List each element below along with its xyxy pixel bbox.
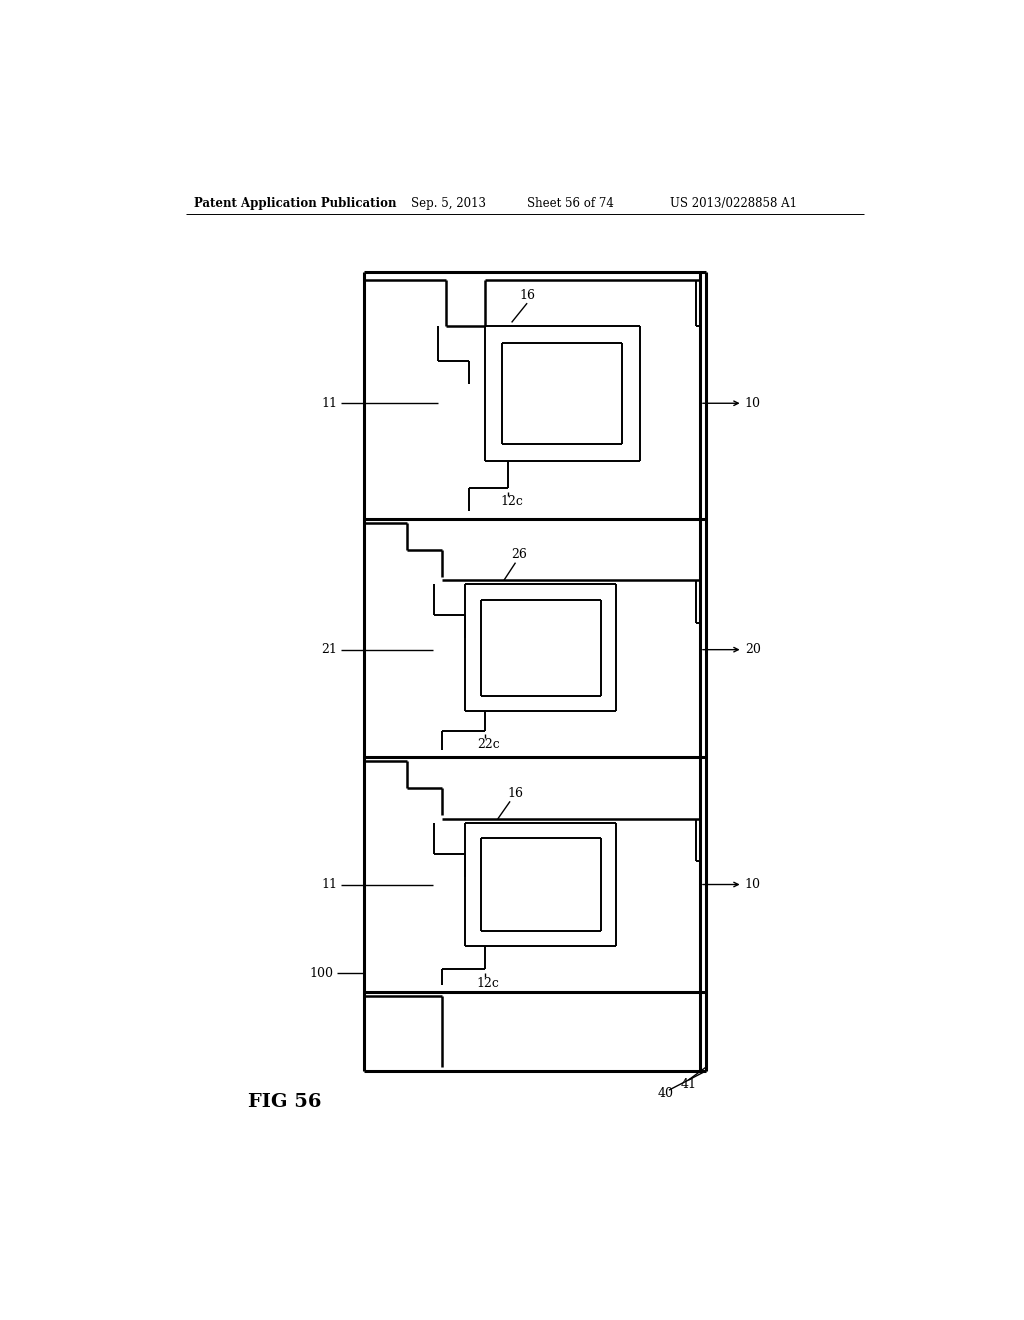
Text: 10: 10 — [744, 878, 761, 891]
Text: 26: 26 — [511, 548, 527, 561]
Text: 40: 40 — [657, 1088, 674, 1101]
Text: 16: 16 — [508, 787, 523, 800]
Text: Sep. 5, 2013: Sep. 5, 2013 — [411, 197, 485, 210]
Text: 21: 21 — [322, 643, 337, 656]
Text: 11: 11 — [322, 878, 337, 891]
Text: 20: 20 — [744, 643, 761, 656]
Text: 11: 11 — [322, 397, 337, 409]
Text: FIG 56: FIG 56 — [248, 1093, 322, 1110]
Text: 16: 16 — [519, 289, 536, 302]
Text: Sheet 56 of 74: Sheet 56 of 74 — [527, 197, 614, 210]
Text: Patent Application Publication: Patent Application Publication — [194, 197, 396, 210]
Text: US 2013/0228858 A1: US 2013/0228858 A1 — [671, 197, 798, 210]
Text: 10: 10 — [744, 397, 761, 409]
Text: 12c: 12c — [500, 495, 523, 508]
Text: 41: 41 — [681, 1078, 696, 1092]
Text: 22c: 22c — [477, 738, 500, 751]
Text: 12c: 12c — [477, 977, 500, 990]
Text: 100: 100 — [309, 966, 334, 979]
